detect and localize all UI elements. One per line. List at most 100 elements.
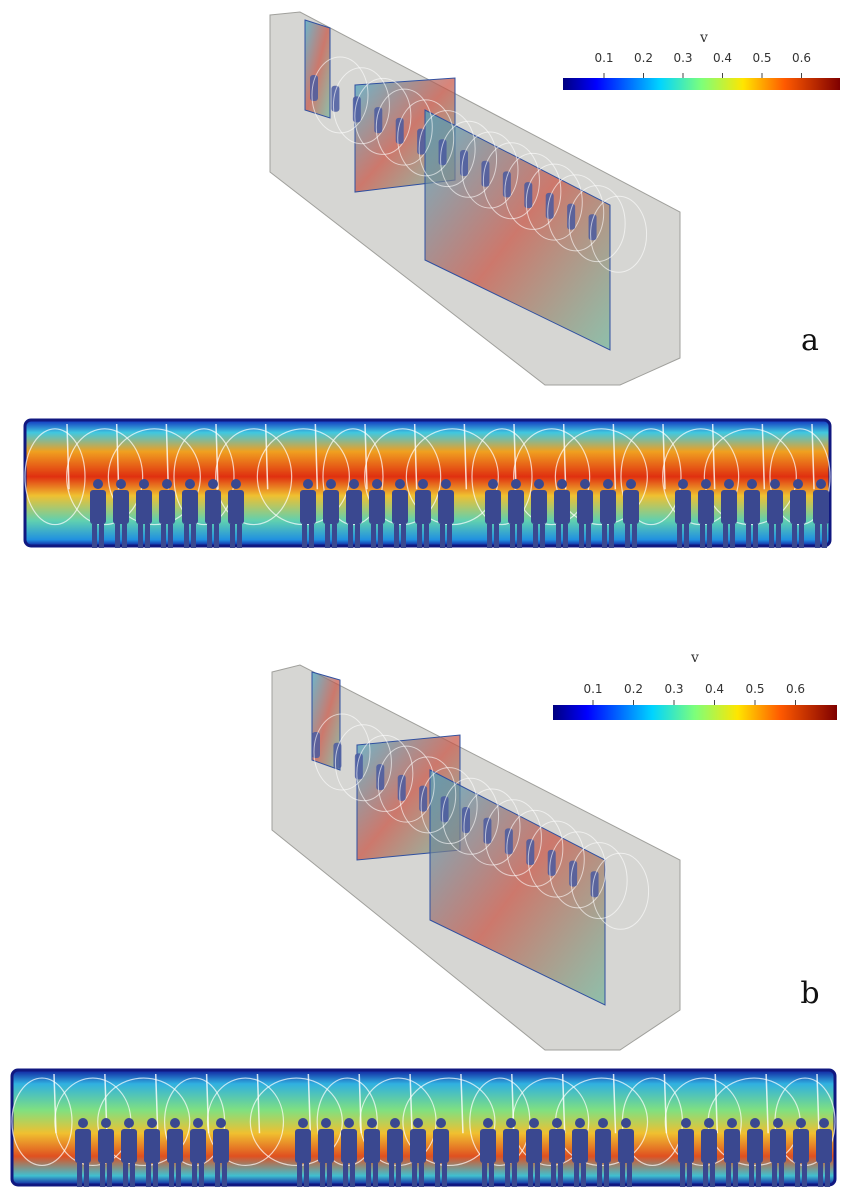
person-head (344, 1118, 354, 1128)
streamline (816, 1073, 820, 1134)
person-leg (733, 1163, 738, 1187)
streamline (504, 152, 562, 230)
person-leg (753, 524, 758, 548)
streamline (307, 1073, 312, 1134)
seated-person (462, 807, 470, 833)
streamline (107, 428, 201, 526)
streamline (590, 195, 648, 273)
person-leg (776, 524, 781, 548)
streamline (714, 1073, 719, 1134)
person-leg (707, 524, 712, 548)
person-head (681, 1118, 691, 1128)
person-head (418, 479, 428, 489)
streamline (513, 423, 517, 490)
person-head (321, 1118, 331, 1128)
colorbar (563, 78, 840, 90)
person-leg (123, 1163, 128, 1187)
person-leg (394, 524, 399, 548)
person-body (318, 1129, 334, 1163)
person-leg (396, 1163, 401, 1187)
person-leg (191, 524, 196, 548)
seated-person (374, 107, 383, 134)
streamline (364, 423, 368, 490)
person-leg (199, 1163, 204, 1187)
person-head (529, 1118, 539, 1128)
streamline (24, 428, 86, 526)
streamline (460, 1073, 464, 1134)
person-leg (802, 1163, 807, 1187)
seated-person (419, 785, 428, 812)
person-leg (176, 1163, 181, 1187)
streamline (506, 809, 564, 887)
person-leg (749, 1163, 754, 1187)
person-body (701, 1129, 717, 1163)
person-leg (297, 1163, 302, 1187)
streamline (484, 799, 542, 877)
person-body (167, 1129, 183, 1163)
person-leg (822, 524, 827, 548)
person-leg (625, 524, 630, 548)
person-leg (412, 1163, 417, 1187)
streamline (356, 734, 414, 812)
person-head (441, 479, 451, 489)
person-body (415, 490, 431, 524)
person-body (364, 1129, 380, 1163)
person-leg (680, 1163, 685, 1187)
streamline (811, 423, 815, 490)
person-leg (138, 524, 143, 548)
person-head (488, 479, 498, 489)
person-leg (540, 524, 545, 548)
person-head (704, 1118, 714, 1128)
streamline (311, 56, 369, 134)
person-leg (130, 1163, 135, 1187)
person-leg (632, 524, 637, 548)
person-body (623, 490, 639, 524)
person-body (698, 490, 714, 524)
person-head (701, 479, 711, 489)
person-head (575, 1118, 585, 1128)
streamline (334, 724, 392, 802)
person-leg (320, 1163, 325, 1187)
person-head (390, 1118, 400, 1128)
streamline (482, 142, 540, 220)
person-body (387, 1129, 403, 1163)
person-body (480, 1129, 496, 1163)
colorbar-tick-label: 0.3 (664, 682, 683, 696)
streamline (165, 423, 170, 490)
streamline (375, 88, 433, 166)
person-leg (447, 524, 452, 548)
person-head (116, 479, 126, 489)
seated-person (502, 171, 511, 198)
streamline (461, 131, 519, 209)
person-body (816, 1129, 832, 1163)
person-leg (494, 524, 499, 548)
panel-label: b (800, 976, 819, 1011)
person-leg (122, 524, 127, 548)
person-body (678, 1129, 694, 1163)
person-leg (535, 1163, 540, 1187)
streamline (332, 67, 390, 145)
person-leg (579, 524, 584, 548)
person-head (162, 479, 172, 489)
person-leg (627, 1163, 632, 1187)
person-leg (818, 1163, 823, 1187)
person-leg (309, 524, 314, 548)
person-leg (389, 1163, 394, 1187)
person-leg (373, 1163, 378, 1187)
person-head (78, 1118, 88, 1128)
streamline (592, 852, 650, 930)
streamline (663, 1073, 668, 1134)
person-leg (517, 524, 522, 548)
person-body (721, 490, 737, 524)
streamline (173, 428, 235, 526)
person-body (433, 1129, 449, 1163)
seated-person (397, 774, 406, 801)
person-leg (419, 1163, 424, 1187)
person-leg (779, 1163, 784, 1187)
seated-person (547, 849, 556, 876)
person-leg (168, 524, 173, 548)
person-body (747, 1129, 763, 1163)
person-head (678, 479, 688, 489)
person-body (508, 490, 524, 524)
streamline (405, 428, 499, 526)
